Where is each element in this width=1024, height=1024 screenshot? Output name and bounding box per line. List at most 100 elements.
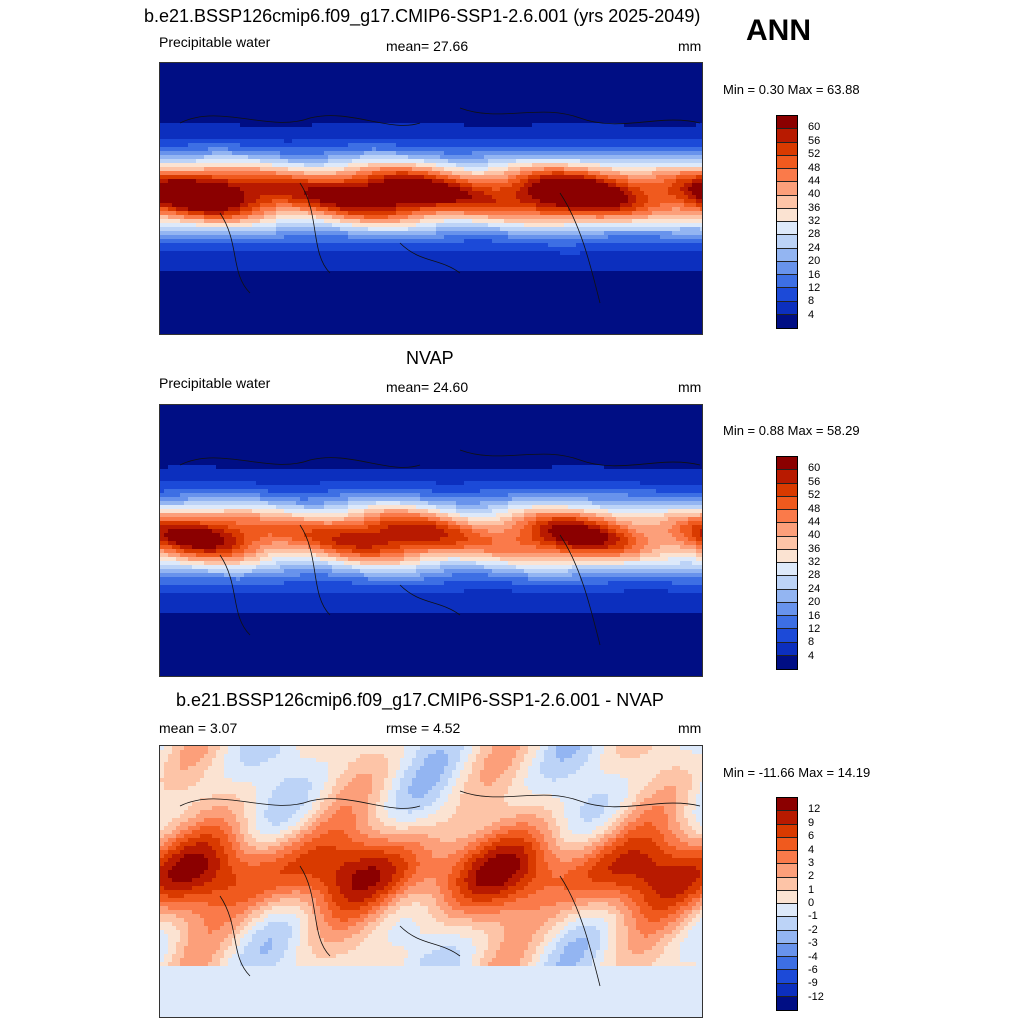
- colorbar-tick-label: 28: [808, 229, 820, 240]
- colorbar-tick-label: -2: [808, 924, 818, 936]
- colorbar-swatch: [777, 129, 797, 143]
- panel-3-title: b.e21.BSSP126cmip6.f09_g17.CMIP6-SSP1-2.…: [176, 690, 664, 711]
- colorbar-tick-label: 16: [808, 610, 820, 622]
- colorbar-swatch: [777, 589, 797, 603]
- panel-2-left-label: Precipitable water: [159, 375, 270, 391]
- colorbar-swatch: [777, 248, 797, 262]
- colorbar-tick-label: 20: [808, 256, 820, 267]
- colorbar-tick-label: -12: [808, 991, 824, 1003]
- colorbar-tick-label: 4: [808, 844, 814, 856]
- colorbar-tick-label: 60: [808, 463, 820, 474]
- colorbar-swatch: [777, 208, 797, 222]
- colorbar-tick-label: 48: [808, 503, 820, 515]
- colorbar-swatch: [777, 536, 797, 550]
- panel-1-minmax: Min = 0.30 Max = 63.88: [723, 82, 860, 97]
- colorbar-swatch: [777, 470, 797, 484]
- colorbar-swatch: [777, 629, 797, 643]
- colorbar-tick-label: 40: [808, 189, 820, 200]
- colorbar-swatch: [777, 917, 797, 931]
- colorbar-tick-label: 32: [808, 216, 820, 227]
- season-label: ANN: [746, 14, 811, 48]
- colorbar-tick-label: 0: [808, 898, 814, 909]
- colorbar-swatch: [777, 169, 797, 183]
- colorbar-tick-label: 2: [808, 871, 814, 882]
- colorbar-tick-label: 28: [808, 570, 820, 581]
- colorbar-swatch: [777, 837, 797, 851]
- colorbar-swatch: [777, 510, 797, 524]
- colorbar-swatch: [777, 301, 797, 315]
- colorbar-swatch: [777, 877, 797, 891]
- panel-2-minmax: Min = 0.88 Max = 58.29: [723, 423, 860, 438]
- colorbar-swatch: [777, 930, 797, 944]
- colorbar-swatch: [777, 851, 797, 865]
- colorbar-tick-label: 44: [808, 175, 820, 187]
- colorbar-swatch: [777, 943, 797, 957]
- colorbar-tick-label: 4: [808, 309, 814, 321]
- main-title: b.e21.BSSP126cmip6.f09_g17.CMIP6-SSP1-2.…: [144, 6, 700, 27]
- colorbar-tick-label: 8: [808, 296, 814, 307]
- colorbar-tick-label: -1: [808, 911, 818, 922]
- colorbar-tick-label: -3: [808, 938, 818, 949]
- panel-1-units: mm: [678, 38, 701, 54]
- colorbar-swatch: [777, 261, 797, 275]
- colorbar-tick-label: 12: [808, 282, 820, 294]
- panel-3-minmax: Min = -11.66 Max = 14.19: [723, 765, 870, 780]
- colorbar-tick-label: 60: [808, 122, 820, 133]
- colorbar-swatch: [777, 142, 797, 156]
- colorbar-swatch: [777, 864, 797, 878]
- panel-3-colorbar: [776, 797, 798, 1011]
- colorbar-swatch: [777, 996, 797, 1010]
- colorbar-tick-label: 52: [808, 490, 820, 501]
- colorbar-tick-label: 16: [808, 269, 820, 281]
- colorbar-tick-label: 44: [808, 516, 820, 528]
- colorbar-tick-label: 56: [808, 135, 820, 147]
- colorbar-swatch: [777, 314, 797, 328]
- colorbar-swatch: [777, 983, 797, 997]
- colorbar-swatch: [777, 288, 797, 302]
- colorbar-tick-label: 12: [808, 804, 820, 815]
- colorbar-tick-label: 52: [808, 149, 820, 160]
- panel-3-mean-label: mean = 3.07: [159, 720, 237, 736]
- colorbar-tick-label: 3: [808, 857, 814, 869]
- colorbar-tick-label: 56: [808, 476, 820, 488]
- panel-2-title: NVAP: [406, 348, 454, 369]
- colorbar-swatch: [777, 642, 797, 656]
- colorbar-tick-label: 24: [808, 242, 820, 254]
- panel-3-map: [159, 745, 703, 1018]
- colorbar-swatch: [777, 655, 797, 669]
- colorbar-tick-label: 1: [808, 884, 814, 896]
- panel-2-map: [159, 404, 703, 677]
- panel-1-left-label: Precipitable water: [159, 34, 270, 50]
- colorbar-swatch: [777, 798, 797, 812]
- colorbar-tick-label: 24: [808, 583, 820, 595]
- panel-2-units: mm: [678, 379, 701, 395]
- colorbar-tick-label: -4: [808, 951, 818, 963]
- colorbar-swatch: [777, 116, 797, 130]
- colorbar-swatch: [777, 483, 797, 497]
- colorbar-swatch: [777, 235, 797, 249]
- colorbar-swatch: [777, 602, 797, 616]
- colorbar-swatch: [777, 155, 797, 169]
- colorbar-swatch: [777, 811, 797, 825]
- colorbar-tick-label: 6: [808, 831, 814, 842]
- panel-1-mean-label: mean= 27.66: [386, 38, 468, 54]
- colorbar-swatch: [777, 616, 797, 630]
- colorbar-tick-label: 12: [808, 623, 820, 635]
- colorbar-swatch: [777, 195, 797, 209]
- colorbar-swatch: [777, 890, 797, 904]
- colorbar-swatch: [777, 182, 797, 196]
- colorbar-tick-label: 48: [808, 162, 820, 174]
- panel-1-map: [159, 62, 703, 335]
- colorbar-swatch: [777, 563, 797, 577]
- colorbar-tick-label: 40: [808, 530, 820, 541]
- colorbar-tick-label: 32: [808, 557, 820, 568]
- panel-3-units: mm: [678, 720, 701, 736]
- colorbar-tick-label: 36: [808, 543, 820, 555]
- colorbar-swatch: [777, 457, 797, 471]
- colorbar-tick-label: 36: [808, 202, 820, 214]
- colorbar-swatch: [777, 523, 797, 537]
- colorbar-swatch: [777, 576, 797, 590]
- colorbar-swatch: [777, 957, 797, 971]
- colorbar-swatch: [777, 824, 797, 838]
- panel-2-colorbar: [776, 456, 798, 670]
